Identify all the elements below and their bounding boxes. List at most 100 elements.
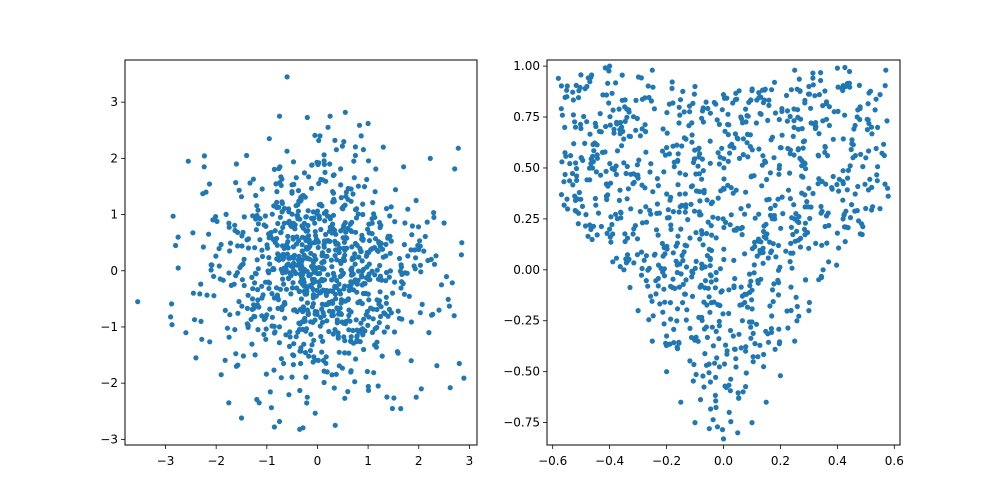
data-point (269, 211, 275, 217)
data-point (636, 157, 642, 163)
data-point (361, 346, 367, 353)
data-point (358, 320, 364, 326)
data-point (333, 371, 339, 377)
data-point (281, 360, 287, 367)
data-point (619, 72, 625, 78)
data-point (352, 207, 359, 213)
data-point (761, 364, 767, 370)
data-point (610, 259, 616, 265)
data-point (266, 280, 273, 286)
data-point (289, 189, 295, 195)
data-point (617, 187, 623, 193)
data-point (253, 271, 259, 277)
data-point (743, 370, 749, 376)
data-point (767, 170, 774, 176)
data-point (709, 232, 715, 238)
data-point (241, 282, 247, 289)
data-point (372, 272, 378, 278)
data-point (354, 337, 360, 343)
data-point (806, 83, 812, 90)
data-point (739, 318, 746, 324)
data-point (797, 88, 803, 94)
data-point (266, 270, 272, 276)
data-point (775, 242, 782, 249)
data-point (755, 280, 761, 286)
data-point (222, 357, 228, 363)
data-point (708, 279, 714, 285)
data-point (645, 267, 651, 273)
data-point (823, 181, 829, 187)
data-point (865, 101, 871, 107)
data-point (664, 130, 670, 136)
data-point (654, 210, 660, 216)
data-point (673, 243, 679, 249)
data-point (401, 164, 407, 170)
data-point (206, 181, 213, 187)
data-point (451, 313, 457, 319)
data-point (308, 319, 314, 325)
data-point (303, 214, 309, 220)
data-point (304, 394, 310, 400)
data-point (190, 230, 196, 236)
data-point (733, 90, 739, 96)
data-point (575, 221, 581, 227)
data-point (793, 294, 799, 300)
data-point (376, 220, 383, 226)
data-point (585, 233, 591, 239)
data-point (852, 122, 858, 129)
data-point (558, 192, 565, 198)
data-point (365, 387, 372, 393)
data-point (555, 75, 562, 81)
data-point (726, 409, 732, 415)
data-point (689, 293, 696, 299)
data-point (699, 115, 705, 121)
data-point (317, 323, 323, 329)
data-point (847, 84, 853, 90)
data-point (390, 290, 396, 296)
data-point (633, 127, 639, 133)
data-point (338, 228, 344, 234)
data-point (340, 235, 346, 241)
data-point (352, 379, 358, 385)
data-point (802, 232, 808, 238)
data-point (371, 211, 377, 217)
data-point (298, 274, 305, 280)
data-point (227, 248, 233, 254)
data-point (294, 213, 300, 219)
data-point (267, 389, 273, 395)
data-point (766, 102, 772, 108)
data-point (609, 90, 615, 96)
data-point (753, 120, 760, 126)
data-point (411, 263, 417, 269)
data-point (712, 360, 718, 366)
data-point (624, 196, 630, 202)
data-point (818, 70, 824, 76)
data-point (593, 202, 599, 208)
data-point (775, 196, 781, 202)
data-point (327, 224, 333, 230)
data-point (625, 186, 632, 192)
data-point (660, 126, 666, 132)
data-point (319, 266, 325, 272)
data-point (695, 146, 701, 152)
data-point (268, 405, 274, 411)
data-point (584, 119, 590, 125)
data-point (290, 236, 296, 242)
data-point (709, 199, 716, 205)
data-point (673, 258, 679, 264)
data-point (777, 145, 784, 151)
data-point (847, 163, 853, 169)
data-point (659, 148, 666, 154)
data-point (391, 395, 397, 401)
data-point (667, 300, 674, 306)
data-point (303, 235, 309, 241)
data-point (662, 299, 668, 305)
data-point (372, 236, 379, 242)
data-point (595, 210, 602, 216)
data-point (730, 190, 736, 196)
y-tick-label: −1 (100, 320, 118, 334)
data-point (452, 166, 458, 172)
data-point (408, 319, 414, 325)
data-point (849, 202, 855, 208)
data-point (823, 116, 830, 122)
